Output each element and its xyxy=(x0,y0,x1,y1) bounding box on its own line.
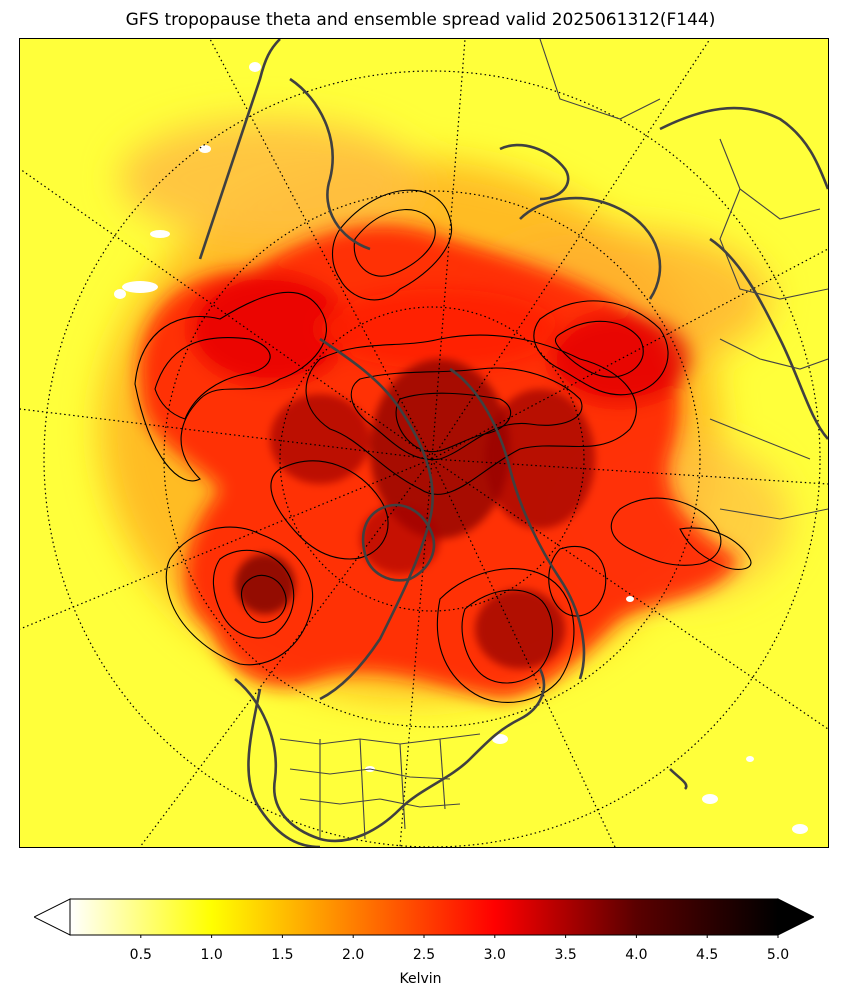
meridian xyxy=(431,248,828,460)
europe-coast xyxy=(659,106,828,190)
contour-line xyxy=(212,549,295,639)
latitude-circle xyxy=(279,306,585,612)
contour-line xyxy=(548,545,607,617)
colorbar-label: Kelvin xyxy=(399,971,442,987)
contour-line xyxy=(395,392,512,453)
colorbar-tick-label: 3.5 xyxy=(554,947,577,963)
contour-line xyxy=(554,320,644,378)
meridian xyxy=(431,458,828,730)
iceland-coast xyxy=(499,143,570,201)
arctic-archipelago-coast xyxy=(319,337,434,701)
chart-title: GFS tropopause theta and ensemble spread… xyxy=(125,10,716,30)
map-panel xyxy=(19,38,829,848)
colorbar xyxy=(34,898,814,938)
contour-line xyxy=(240,574,287,623)
border-line xyxy=(719,138,821,220)
colorbar-tick-label: 4.5 xyxy=(696,947,719,963)
greenland-east-coast xyxy=(289,77,371,251)
border-line xyxy=(719,188,828,300)
colorbar-extend-high xyxy=(777,898,814,936)
border-line xyxy=(289,768,451,780)
border-line xyxy=(279,733,481,745)
colorbar-tick-label: 0.5 xyxy=(129,947,152,963)
asia-west-coast xyxy=(709,237,828,440)
contour-line xyxy=(165,526,314,666)
border-line xyxy=(719,338,828,370)
contour-line xyxy=(350,367,583,461)
theta-contours xyxy=(134,189,752,703)
border-line xyxy=(719,508,828,520)
border-line xyxy=(359,738,366,840)
contour-line xyxy=(679,527,752,570)
polar-map xyxy=(20,39,828,847)
graticule xyxy=(20,39,828,847)
scandinavia-coast xyxy=(519,196,662,300)
colorbar-tick-label: 1.5 xyxy=(271,947,294,963)
latitude-circle xyxy=(163,190,701,728)
border-line xyxy=(439,738,446,810)
contour-line xyxy=(610,497,722,566)
spread-shading xyxy=(20,39,828,847)
contour-line xyxy=(353,209,436,277)
colorbar-tick-label: 3.0 xyxy=(483,947,506,963)
contour-line xyxy=(134,291,327,482)
contour-line xyxy=(305,334,637,495)
border-line xyxy=(709,418,811,460)
meridian xyxy=(431,39,466,460)
border-line xyxy=(299,798,461,808)
meridian xyxy=(399,458,433,847)
island-coast xyxy=(669,768,688,790)
meridian xyxy=(431,458,828,485)
colorbar-extend-low xyxy=(34,898,71,936)
colorbar-tick-label: 2.5 xyxy=(412,947,436,963)
colorbar-tick-label: 2.0 xyxy=(342,947,365,963)
colorbar-ticks xyxy=(140,935,779,938)
west-coast xyxy=(247,688,321,847)
colorbar-tick-label: 5.0 xyxy=(766,947,790,963)
meridian xyxy=(20,168,433,460)
coastlines xyxy=(198,39,828,847)
contour-line xyxy=(533,300,669,396)
meridian xyxy=(431,39,711,460)
latitude-circle xyxy=(43,70,821,847)
contour-line xyxy=(270,460,389,560)
meridian xyxy=(20,408,433,460)
siberia-coast xyxy=(449,367,586,680)
white-low-spread-patches xyxy=(114,62,808,834)
colorbar-tick-label: 4.0 xyxy=(625,947,648,963)
contour-line xyxy=(331,189,453,301)
contour-line xyxy=(436,568,575,703)
north-america-coast xyxy=(234,668,546,843)
colorbar-tick-label: 1.0 xyxy=(200,947,223,963)
political-borders xyxy=(279,39,828,840)
colorbar-ramp xyxy=(69,898,779,936)
dark-red-cores xyxy=(235,359,595,669)
contour-line xyxy=(154,336,271,420)
contour-line xyxy=(461,589,553,684)
border-line xyxy=(399,743,406,830)
island-coast xyxy=(361,503,436,582)
greenland-coast xyxy=(198,39,281,260)
border-line xyxy=(539,39,661,120)
